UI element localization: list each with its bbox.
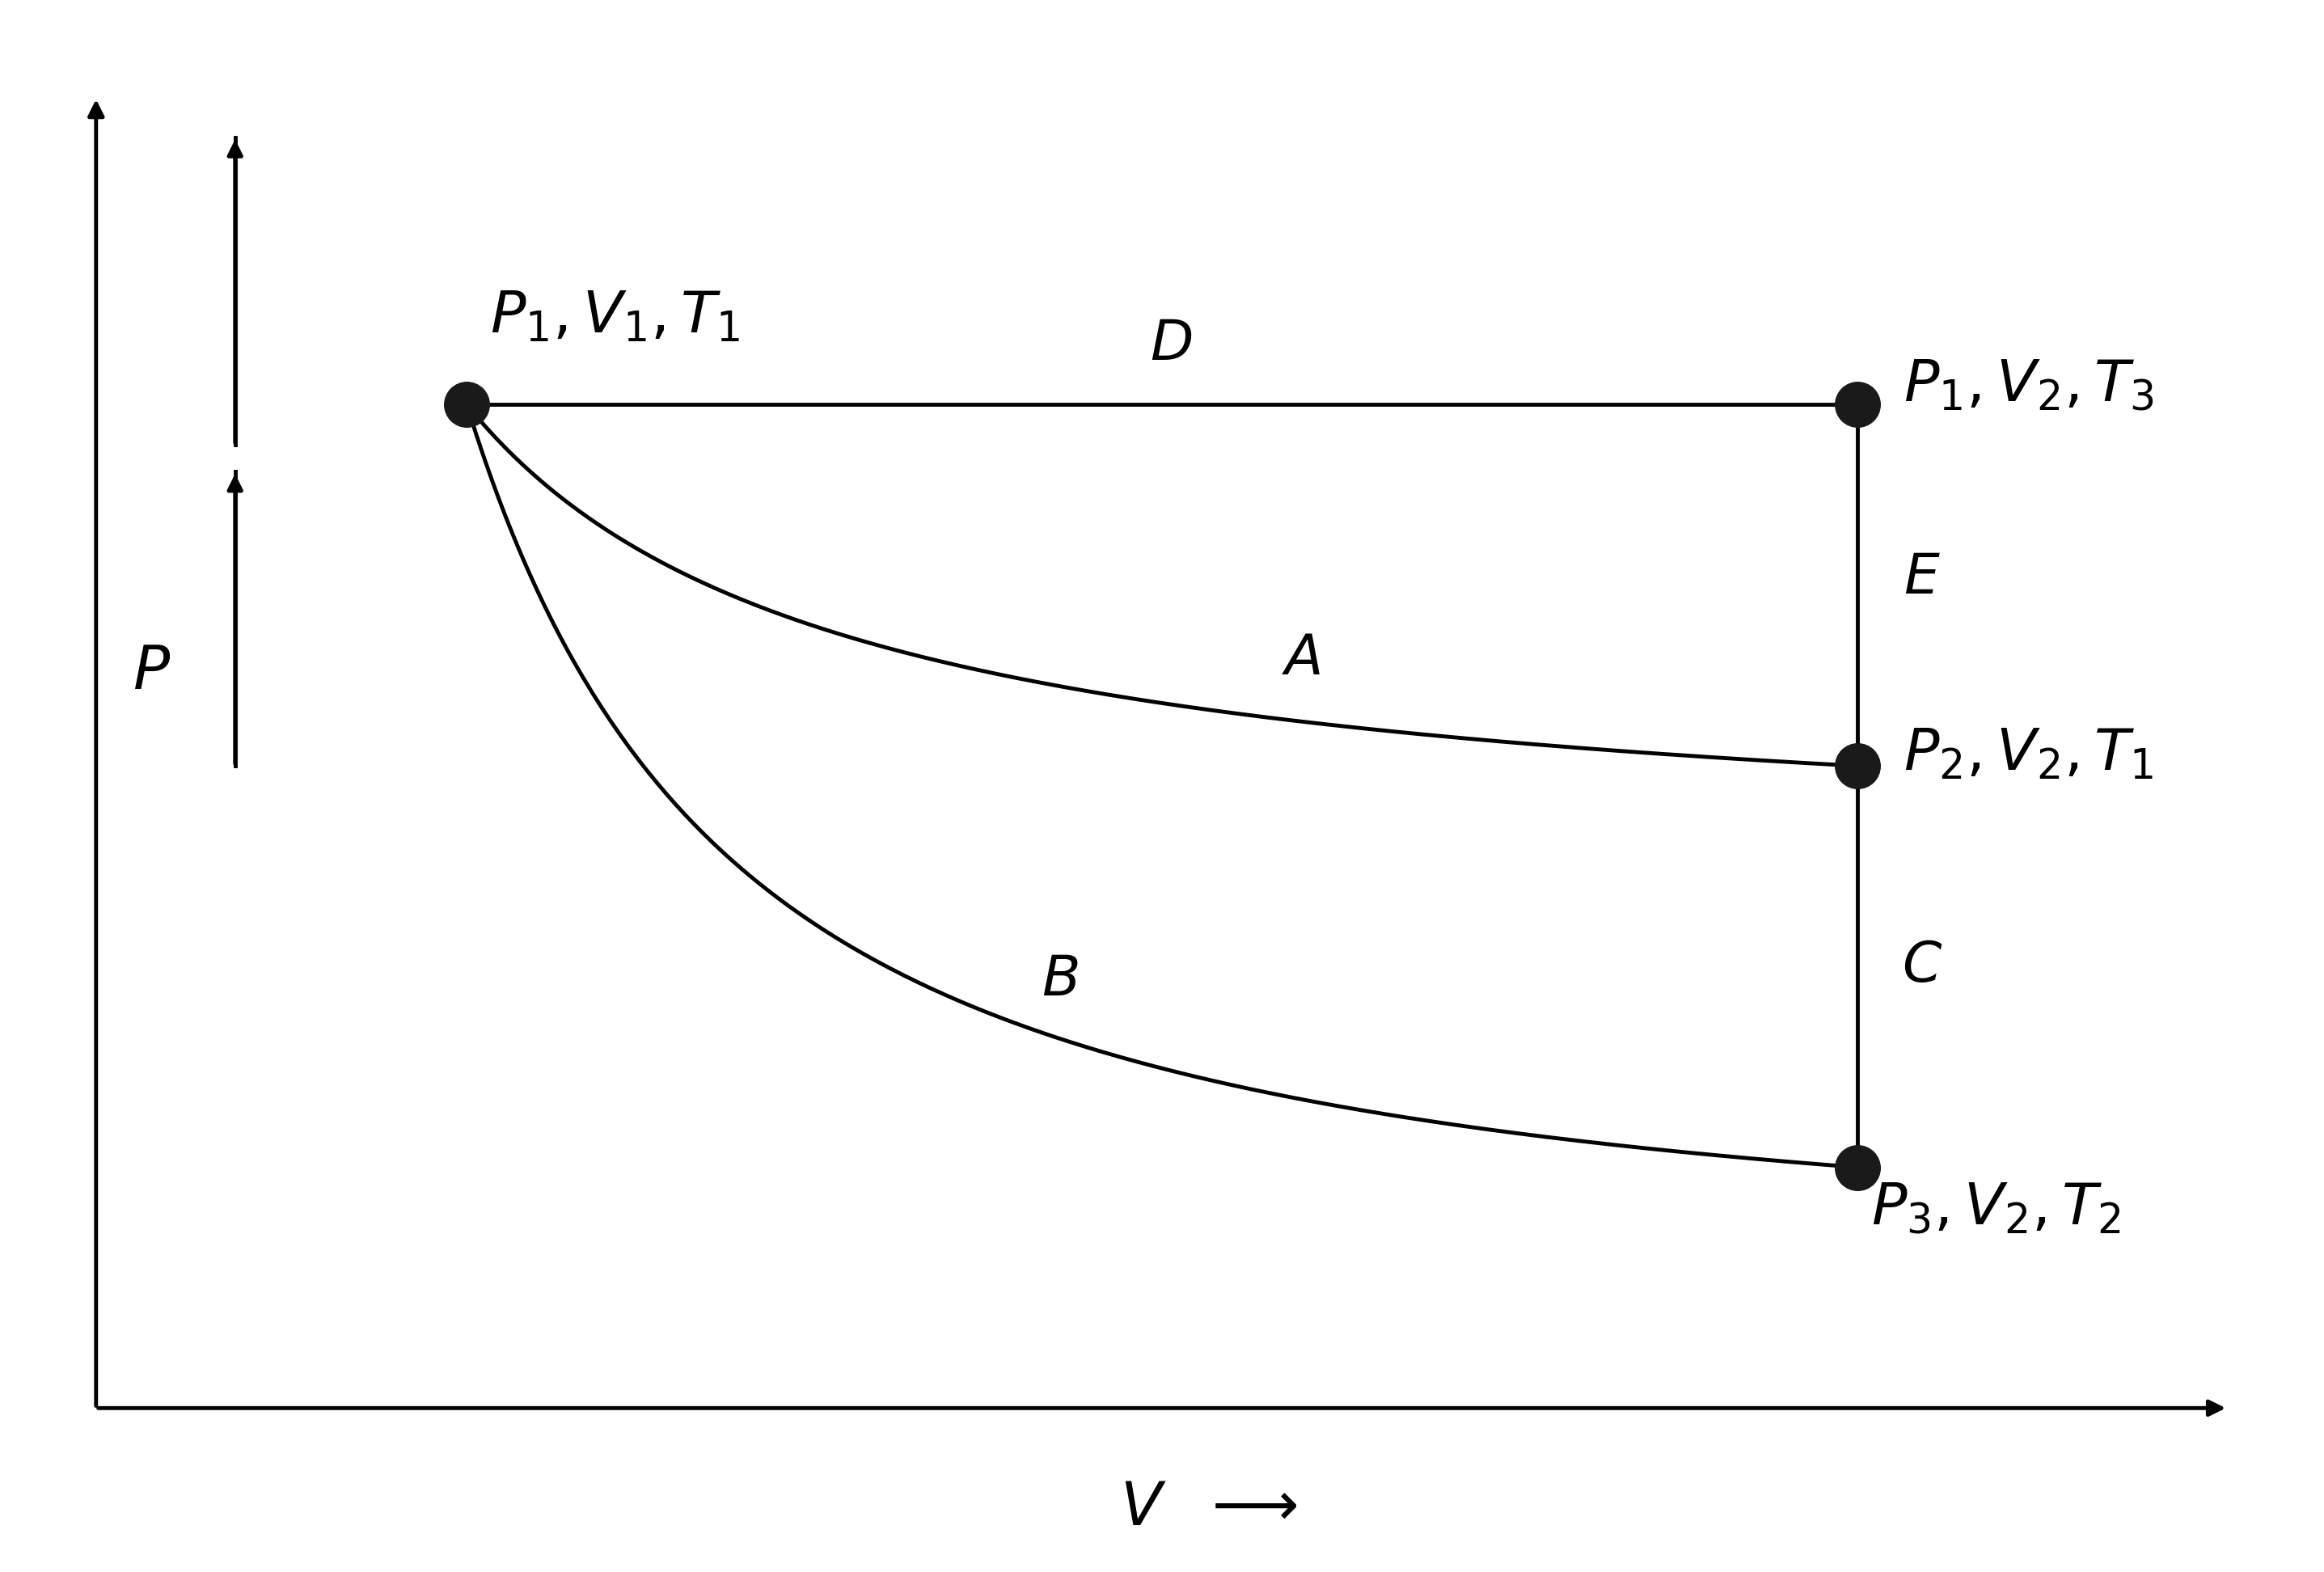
Text: $E$: $E$ (1903, 552, 1941, 605)
Text: $B$: $B$ (1041, 953, 1078, 1008)
Text: $D$: $D$ (1150, 318, 1192, 371)
Text: $P_3, V_2, T_2$: $P_3, V_2, T_2$ (1871, 1179, 2119, 1236)
Point (1838, 753, 1875, 778)
Point (1838, 1155, 1875, 1181)
Text: $C$: $C$ (1901, 940, 1943, 994)
Text: $V$  $\longrightarrow$: $V$ $\longrightarrow$ (1120, 1479, 1297, 1537)
Text: $P$: $P$ (132, 643, 170, 701)
Text: $A$: $A$ (1281, 632, 1320, 685)
Point (449, 391, 486, 417)
Text: $P_1, V_1, T_1$: $P_1, V_1, T_1$ (490, 288, 739, 344)
Text: $P_2, V_2, T_1$: $P_2, V_2, T_1$ (1903, 725, 2154, 783)
Point (1838, 391, 1875, 417)
Text: $P_1, V_2, T_3$: $P_1, V_2, T_3$ (1903, 357, 2154, 413)
